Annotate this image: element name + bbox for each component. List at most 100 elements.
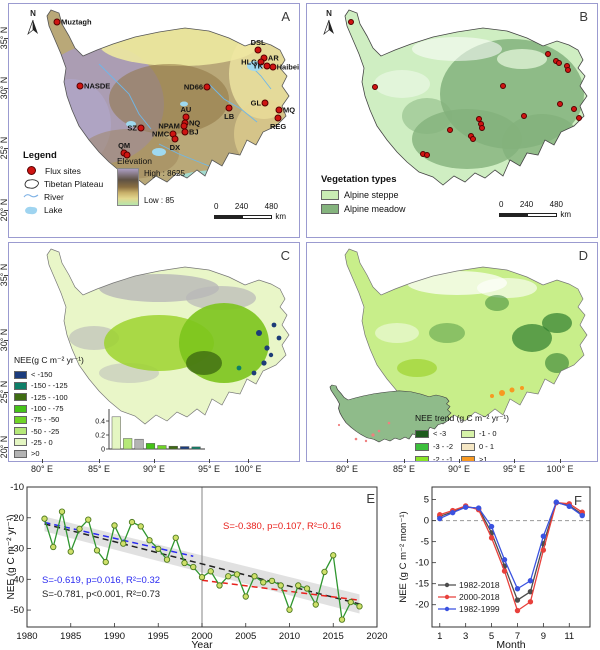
series-point xyxy=(462,504,469,510)
nee-annual-point xyxy=(295,582,302,589)
vegetation-types-map xyxy=(344,9,588,186)
flux-site-dot xyxy=(556,100,563,107)
flux-site-label: NASDE xyxy=(84,81,111,91)
flux-site-label: AR xyxy=(267,53,279,63)
x-tick-label: 3 xyxy=(463,631,468,642)
legend-item: >0 xyxy=(14,448,84,459)
legend-d-trend-classes: NEE trend (g C m⁻² yr⁻¹) < -3 -3 - -2 -2 -… xyxy=(415,413,509,461)
legend-item: -50 - -25 xyxy=(14,425,84,436)
legend-swatch xyxy=(461,455,476,461)
legend-item: -25 - 0 xyxy=(14,437,84,448)
elevation-title: Elevation xyxy=(117,156,152,166)
series-point xyxy=(579,512,585,519)
x-axis-label: Month xyxy=(496,639,525,650)
nee-annual-point xyxy=(225,573,232,580)
legend-item: Alpine steppe xyxy=(321,188,406,202)
flux-site-dot xyxy=(371,83,378,90)
legend-item: -100 - -75 xyxy=(14,403,84,414)
y-tick-label: -20 xyxy=(10,513,24,524)
flux-site-dot xyxy=(348,18,355,25)
longitude-tick xyxy=(404,459,405,463)
longitude-tick xyxy=(248,459,249,463)
legend-label: 0 - 1 xyxy=(479,442,495,451)
legend-c-title: NEE(g C m⁻² yr⁻¹) xyxy=(14,355,84,365)
flux-site-dot xyxy=(76,82,84,90)
legend-label: Flux sites xyxy=(45,165,81,176)
flux-site-label: QM xyxy=(118,140,131,150)
panel-letter-b: B xyxy=(579,9,588,24)
flux-site-dot xyxy=(137,124,145,132)
x-tick-label: 11 xyxy=(564,631,574,642)
nee-annual-point xyxy=(338,616,346,623)
series-point xyxy=(514,607,521,614)
legend-item: Alpine meadow xyxy=(321,202,406,216)
flux-site-label: DX xyxy=(169,142,181,152)
legend-label: Lake xyxy=(44,204,63,215)
lake-icon xyxy=(25,206,38,214)
longitude-tick-label: 80° E xyxy=(335,464,359,474)
legend-marker xyxy=(444,594,450,600)
nee-annual-point xyxy=(41,515,48,522)
flux-site-label: NPAM xyxy=(158,121,180,131)
legend-item: -125 - -100 xyxy=(14,392,84,403)
legend-label: Alpine meadow xyxy=(344,204,406,214)
nee-annual-point xyxy=(67,548,74,555)
series-point xyxy=(501,557,508,563)
flux-site-dot xyxy=(500,83,507,90)
legend-item: < -3 xyxy=(415,427,453,440)
legend-item: -2 - -1 xyxy=(415,453,453,461)
nee-annual-point xyxy=(58,508,66,515)
nee-area-fraction-histogram: 0 0.2 0.4 xyxy=(95,409,205,454)
series-point xyxy=(540,533,547,539)
flux-sites-layer: Muztagh NASDE ND66 DSL AR HLG YK Haibei GL MQ REG L… xyxy=(9,4,299,237)
legend-swatch xyxy=(14,370,27,379)
flux-site-dot xyxy=(544,51,551,58)
legend-swatch xyxy=(415,429,429,438)
north-arrow-icon xyxy=(27,19,38,36)
longitude-tick xyxy=(209,459,210,463)
scale-unit: km xyxy=(275,212,286,221)
legend-swatch xyxy=(461,429,476,438)
stat-1982-1999: S=-0.619, p=0.016, R²=0.32 xyxy=(42,575,161,586)
nee-annual-point xyxy=(233,571,241,578)
flux-site-label: MQ xyxy=(282,105,296,115)
nee-annual-point xyxy=(76,525,83,532)
flux-site-dot xyxy=(571,106,578,113)
panel-letter-a: A xyxy=(281,9,290,24)
y-tick-label: -50 xyxy=(10,605,24,616)
hist-bar xyxy=(111,416,121,450)
latitude-tick xyxy=(4,275,8,276)
flux-site-dot xyxy=(556,59,562,66)
series-point xyxy=(501,568,508,574)
nee-annual-point xyxy=(312,601,319,608)
elevation-low-label: Low : 85 xyxy=(144,196,175,205)
y-tick-label: -30 xyxy=(10,544,24,555)
y-tick-label: -40 xyxy=(10,574,24,585)
longitude-tick xyxy=(560,459,561,463)
longitude-tick-label: 85° E xyxy=(392,464,416,474)
nee-annual-point xyxy=(128,518,136,526)
longitude-tick xyxy=(514,459,515,463)
legend-swatch xyxy=(415,442,429,451)
nee-annual-point xyxy=(181,559,188,567)
flux-site-dot xyxy=(261,99,269,107)
y-tick-label: -20 xyxy=(415,600,429,611)
legend-d-title: NEE trend (g C m⁻² yr⁻¹) xyxy=(415,413,509,423)
flux-site-label: REG xyxy=(269,121,287,131)
north-label: N xyxy=(326,9,332,18)
nee-annual-point xyxy=(356,603,363,610)
flux-site-label: LB xyxy=(224,111,235,121)
flux-site-label: BJ xyxy=(189,127,199,137)
flux-site-label: Haibei xyxy=(276,62,300,72)
legend-swatch xyxy=(321,204,339,214)
x-tick-label: 2010 xyxy=(279,631,300,642)
nee-annual-point xyxy=(268,577,276,584)
legend-label: -125 - -100 xyxy=(31,392,68,402)
legend-label: 1982-2018 xyxy=(459,580,500,590)
x-tick-label: 5 xyxy=(489,631,494,642)
nee-annual-point xyxy=(216,582,223,589)
panel-letter-c: C xyxy=(280,248,290,263)
flux-site-dot xyxy=(520,113,527,120)
x-tick-label: 9 xyxy=(541,631,546,642)
flux-site-label: NQ xyxy=(189,118,201,128)
